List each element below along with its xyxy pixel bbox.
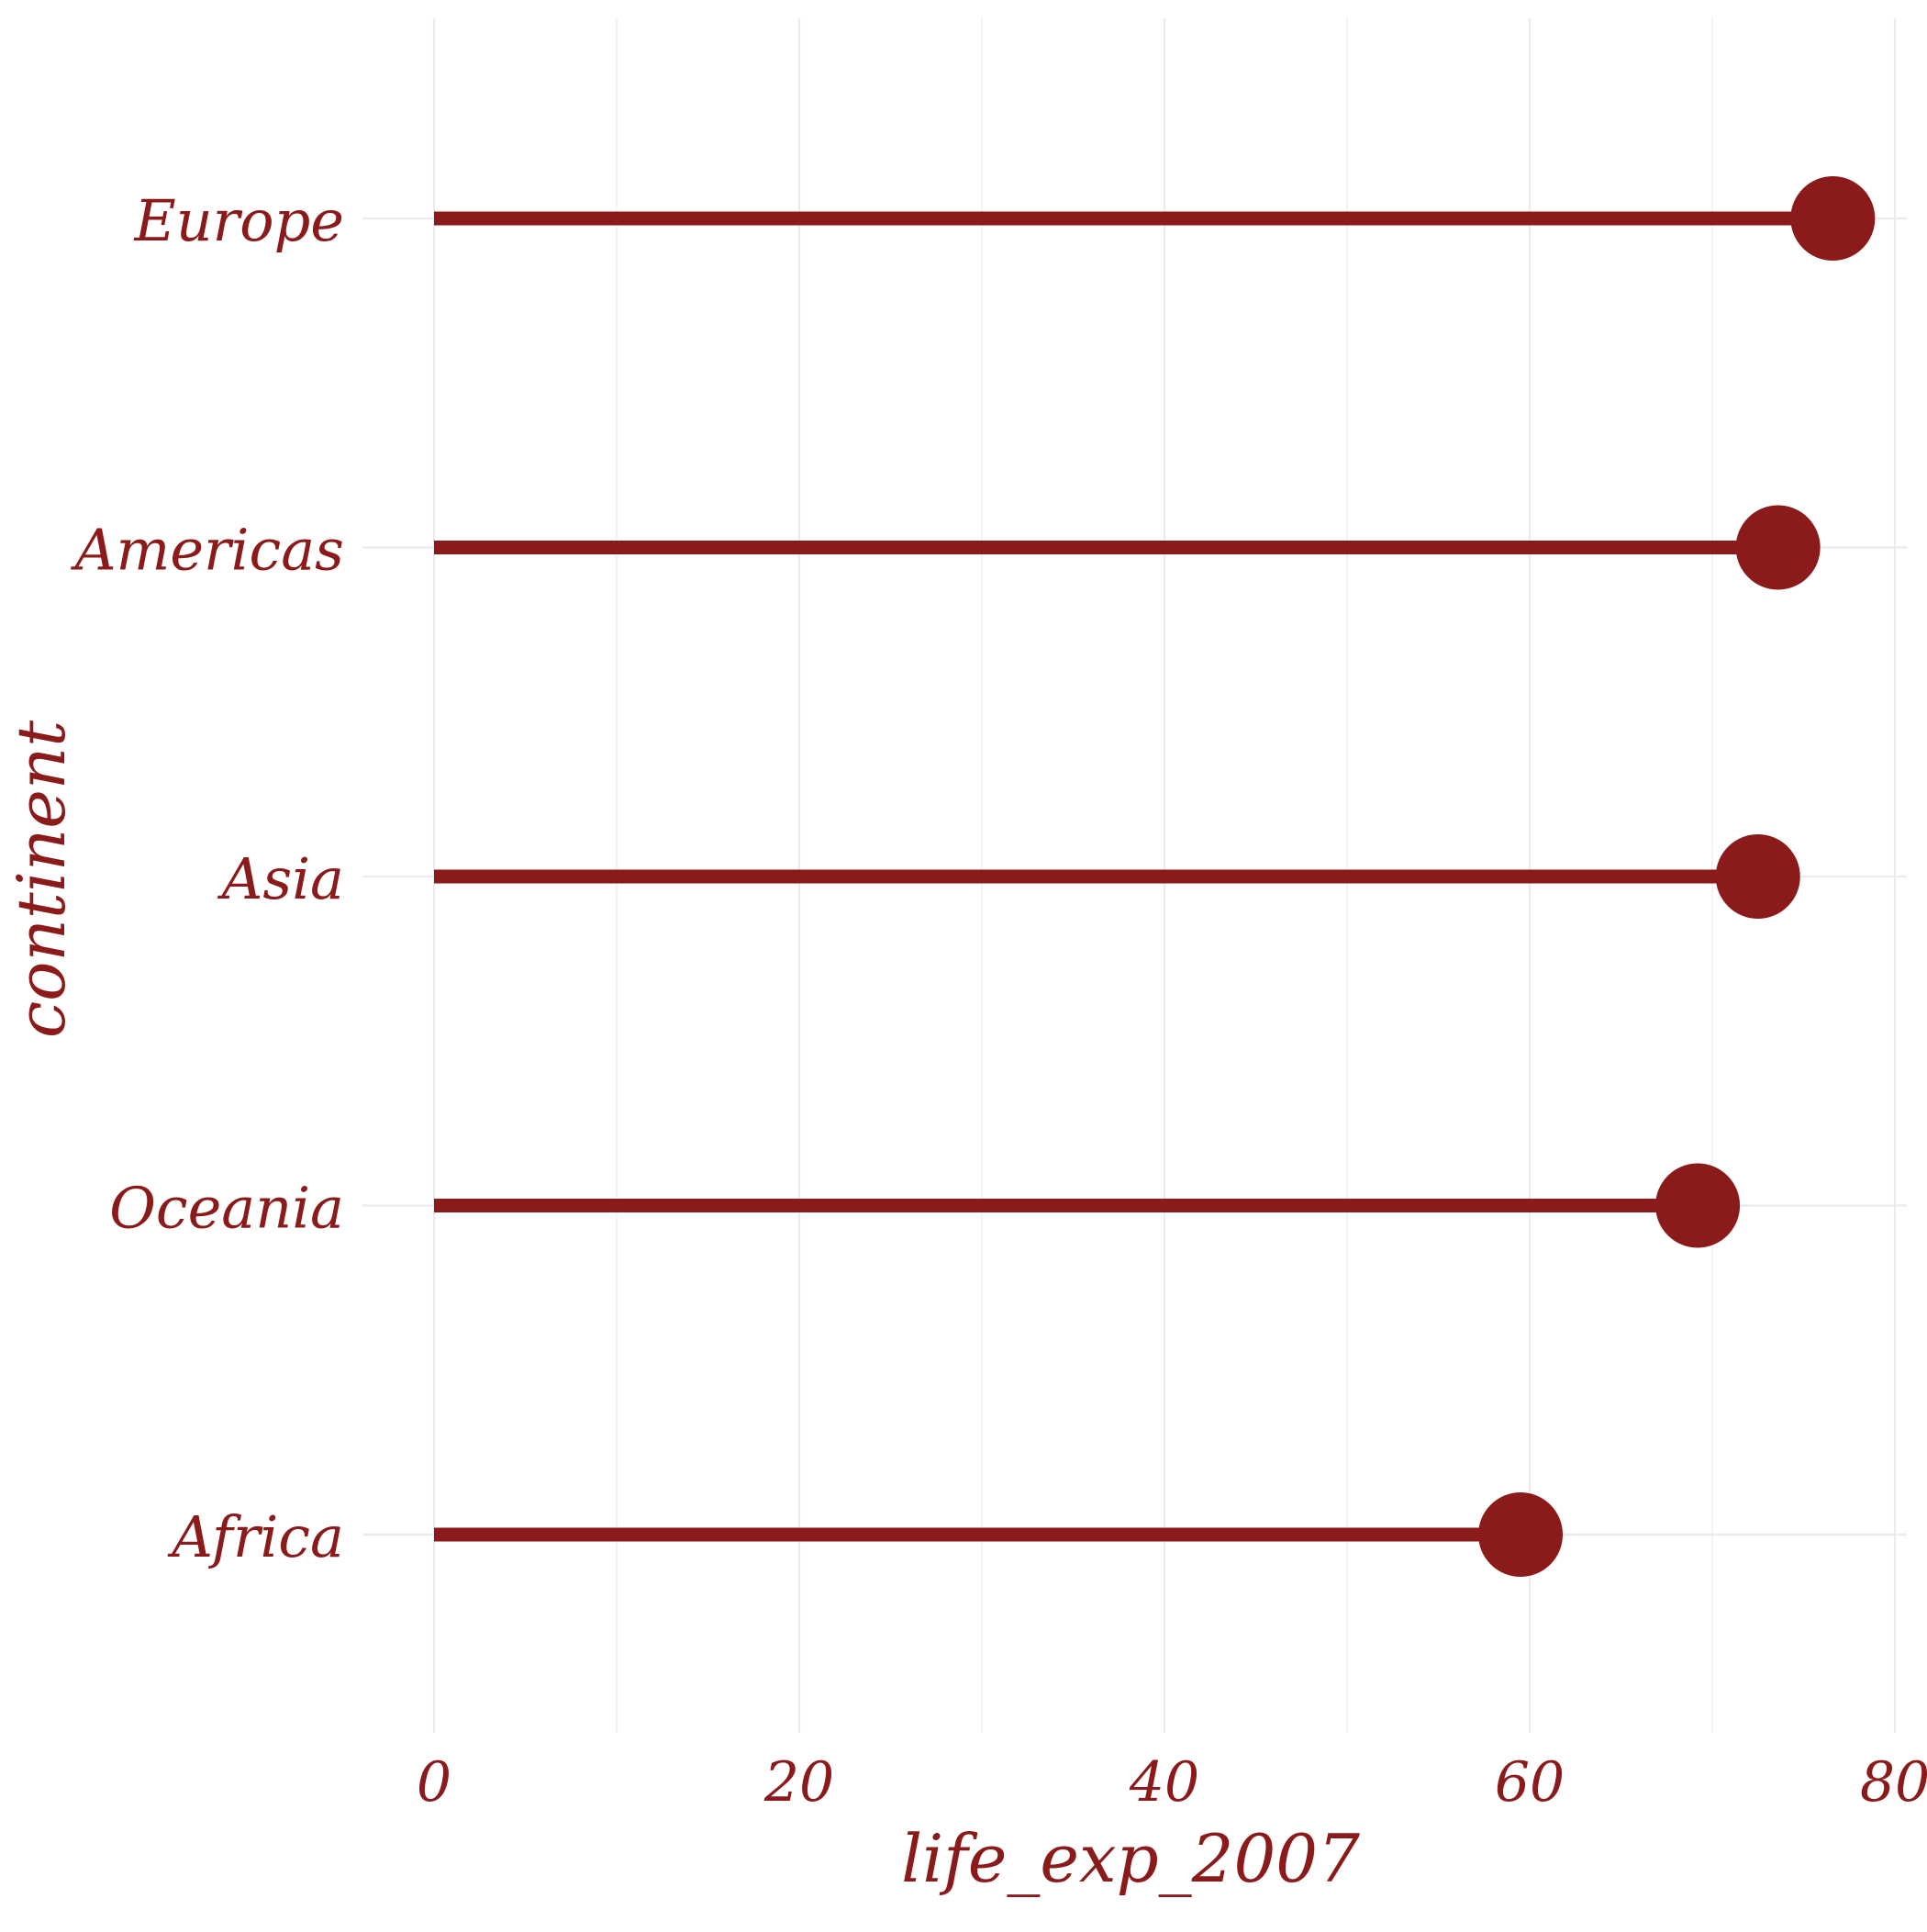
- x-tick-label: 0: [417, 1750, 451, 1815]
- lollipop-point: [1478, 1492, 1564, 1577]
- y-tick-label: Oceania: [109, 1175, 344, 1242]
- x-tick-label: 60: [1495, 1750, 1565, 1815]
- lollipop-point: [1790, 176, 1876, 261]
- y-tick-label: Americas: [71, 517, 344, 584]
- x-tick-label: 20: [763, 1750, 834, 1815]
- x-tick-label: 80: [1860, 1750, 1927, 1815]
- x-axis-title: life_exp_2007: [901, 1820, 1360, 1897]
- y-tick-labels: Africa Oceania Asia Americas Europe: [71, 187, 344, 1570]
- lollipop-point: [1655, 1163, 1741, 1248]
- lollipop-point: [1715, 834, 1800, 919]
- marks-layer: [434, 176, 1876, 1577]
- y-tick-label: Europe: [133, 187, 344, 254]
- y-tick-label: Africa: [167, 1503, 344, 1570]
- x-tick-label: 40: [1129, 1750, 1199, 1815]
- y-axis-title: continent: [3, 720, 80, 1038]
- y-tick-label: Asia: [217, 845, 344, 912]
- x-tick-labels: 0 20 40 60 80: [417, 1750, 1927, 1815]
- lollipop-point: [1735, 505, 1821, 590]
